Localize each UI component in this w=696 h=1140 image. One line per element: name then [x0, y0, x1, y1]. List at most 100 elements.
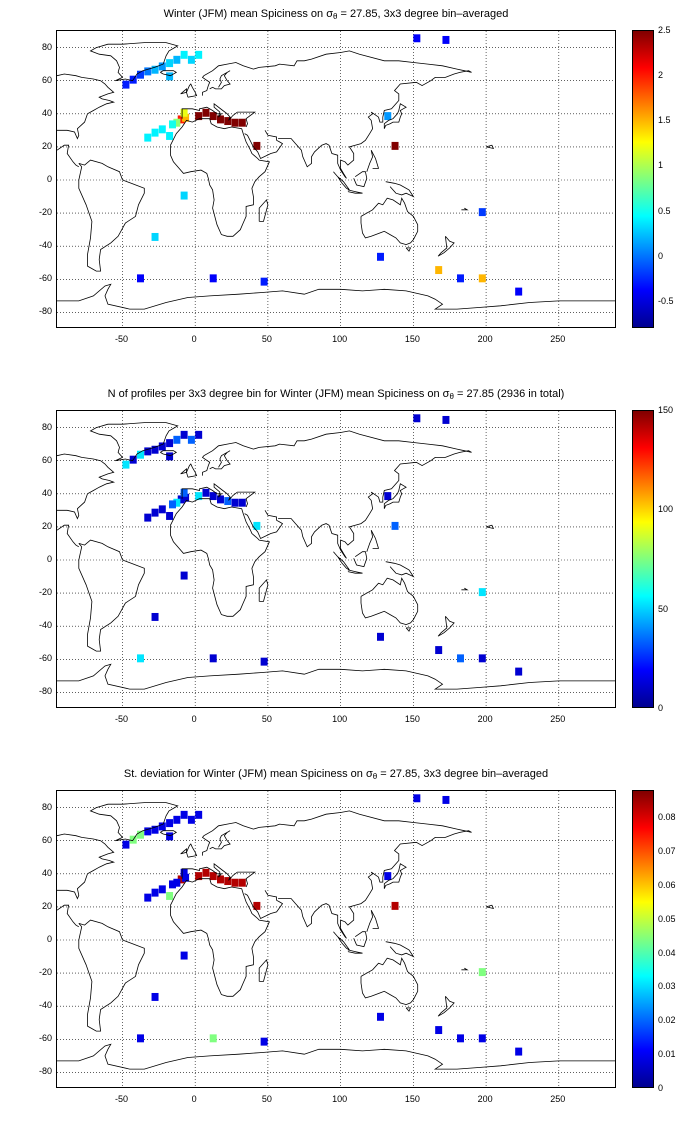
y-tick-label: 80: [41, 41, 52, 52]
coastline: [366, 910, 380, 932]
coastline: [181, 102, 256, 128]
bin-cell: [166, 72, 174, 81]
coastline: [353, 171, 368, 188]
x-tick-label: 200: [477, 334, 493, 344]
bin-cell: [180, 868, 188, 877]
colorbar-tick-label: 0: [658, 250, 664, 261]
coastline: [244, 890, 284, 920]
bin-cell: [515, 1047, 523, 1056]
coastline: [57, 904, 80, 928]
colorbar: [632, 30, 654, 328]
y-tick-label: -20: [38, 587, 52, 598]
coastline: [209, 70, 231, 90]
coastline: [347, 189, 363, 194]
coastline: [57, 144, 80, 168]
bin-cell: [180, 488, 188, 497]
colorbar-tick-label: 2: [658, 70, 664, 81]
bin-cell: [144, 827, 152, 836]
bin-cell: [151, 612, 159, 621]
map-svg: [57, 791, 615, 1087]
bin-cell: [435, 266, 443, 275]
colorbar-tick-label: 0.04: [658, 947, 676, 958]
bin-cell: [144, 893, 152, 902]
bin-cell: [231, 118, 239, 127]
bin-cell: [177, 115, 185, 124]
x-tick-label: 250: [550, 714, 566, 724]
y-tick-label: 0: [46, 934, 52, 944]
coastline: [437, 236, 455, 257]
bin-cell: [182, 113, 190, 122]
bin-cell: [202, 488, 210, 497]
coastline: [437, 996, 455, 1017]
x-tick-label: 150: [404, 1094, 420, 1104]
bin-cell: [137, 70, 144, 79]
coastline: [278, 70, 472, 179]
bin-cell: [169, 120, 176, 129]
y-tick-label: -80: [38, 306, 52, 317]
y-tick-label: 20: [41, 520, 52, 531]
bin-cell: [457, 654, 464, 663]
coastline: [258, 959, 269, 982]
bin-cell: [217, 495, 224, 504]
bin-cell: [478, 588, 486, 597]
bin-cell: [253, 141, 261, 150]
coastline: [333, 931, 350, 951]
y-tick-label: -60: [38, 653, 52, 664]
bin-cell: [478, 968, 486, 977]
bin-cell: [180, 108, 188, 117]
x-tick-label: 0: [191, 334, 197, 344]
colorbar-tick-label: 0.02: [658, 1015, 676, 1026]
bin-cell: [122, 840, 130, 849]
bin-cell: [137, 1034, 144, 1043]
y-tick-label: -80: [38, 1066, 52, 1077]
bin-cell: [377, 1012, 384, 1021]
bin-cell: [377, 632, 384, 641]
coastline: [89, 42, 179, 82]
bin-cell: [515, 667, 523, 676]
bin-cell: [144, 513, 152, 522]
bin-cell: [137, 450, 144, 459]
y-tick-label: 60: [41, 454, 52, 465]
bin-cell: [187, 55, 195, 64]
coastline: [57, 453, 116, 520]
coastline: [461, 587, 469, 591]
x-tick-label: -50: [114, 1094, 128, 1104]
x-tick-label: -50: [114, 334, 128, 344]
bin-cell: [238, 118, 246, 127]
coastline: [186, 463, 198, 478]
x-tick-label: 100: [332, 334, 348, 344]
bin-cell: [217, 115, 224, 124]
y-tick-label: 80: [41, 421, 52, 432]
panel-title: N of profiles per 3x3 degree bin for Win…: [107, 388, 565, 401]
bin-cell: [144, 67, 152, 76]
bin-cell: [435, 646, 443, 655]
y-tick-label: -20: [38, 207, 52, 218]
bin-cell: [209, 112, 217, 121]
coastline: [89, 802, 179, 842]
bin-cell: [231, 878, 239, 887]
bin-cell: [158, 125, 166, 134]
bin-cell: [442, 35, 450, 44]
bin-cell: [442, 415, 450, 424]
x-tick-label: 150: [404, 334, 420, 344]
coastline: [461, 207, 469, 211]
bin-cell: [195, 112, 203, 121]
x-tick-label: 200: [477, 1094, 493, 1104]
coastline: [201, 810, 472, 856]
bin-cell: [137, 654, 144, 663]
bin-cell: [217, 875, 224, 884]
bin-cell: [173, 435, 181, 444]
y-tick-label: 40: [41, 107, 52, 118]
bin-cell: [209, 1034, 217, 1043]
bin-cell: [180, 571, 188, 580]
colorbar-tick-label: -0.5: [658, 295, 674, 306]
coastline: [57, 833, 116, 900]
coastline: [405, 627, 412, 632]
coastline: [78, 159, 145, 272]
coastline: [385, 561, 415, 578]
bin-cell: [151, 888, 159, 897]
coastline: [258, 579, 269, 602]
bin-cell: [442, 795, 450, 804]
coastline: [170, 498, 270, 617]
colorbar-tick-label: 0.05: [658, 913, 676, 924]
